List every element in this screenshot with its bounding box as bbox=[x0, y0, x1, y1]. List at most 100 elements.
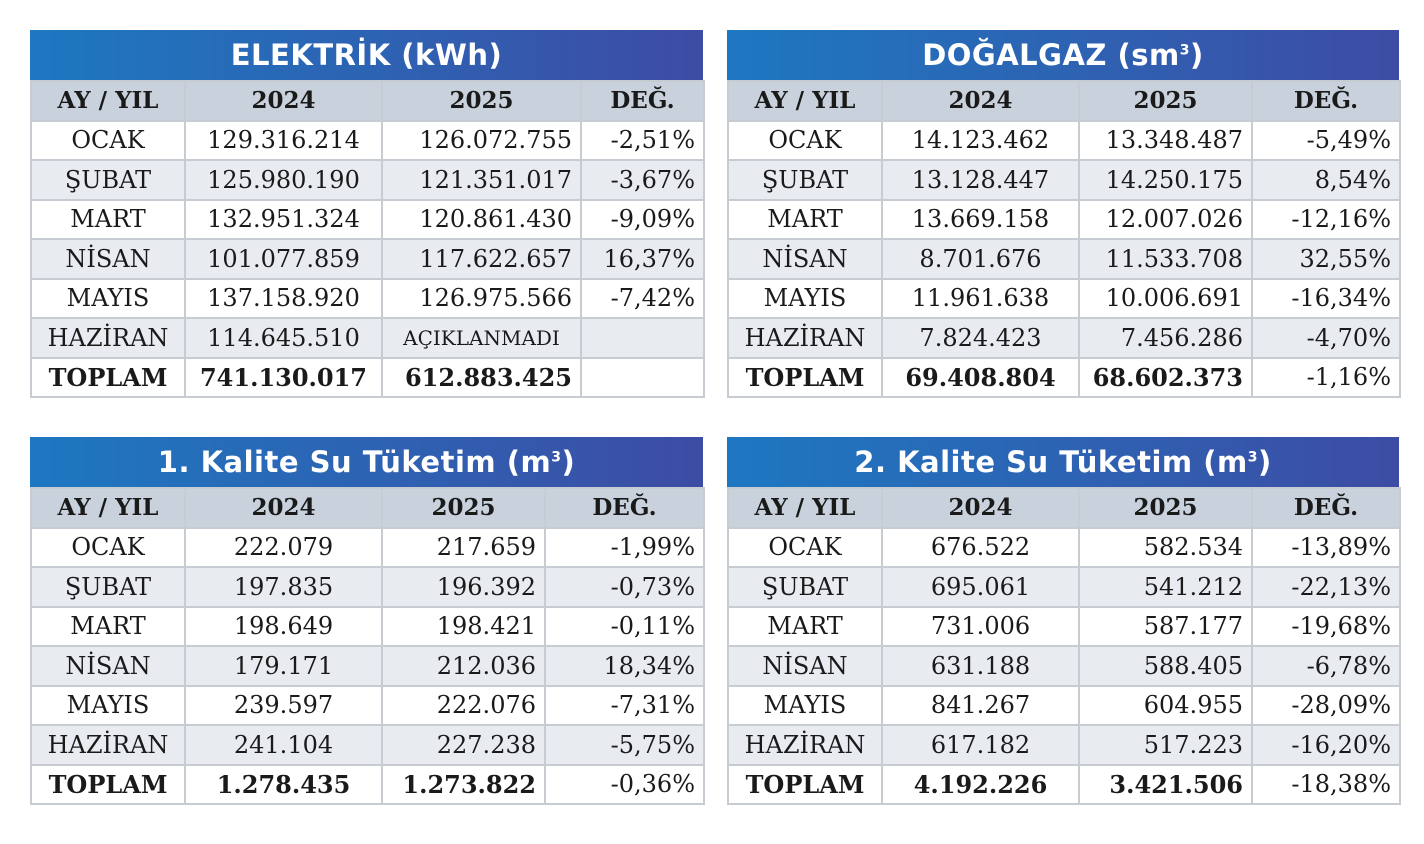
value-2024-cell: 11.961.638 bbox=[881, 277, 1080, 319]
value-2024-cell: 13.669.158 bbox=[881, 198, 1080, 240]
month-cell: HAZİRAN bbox=[30, 724, 186, 766]
month-cell: ŞUBAT bbox=[30, 566, 186, 608]
total-label-cell: TOPLAM bbox=[727, 356, 883, 398]
value-2024-cell: 129.316.214 bbox=[184, 119, 383, 161]
change-cell: -5,75% bbox=[544, 724, 705, 766]
col-header-2024: 2024 bbox=[184, 80, 383, 122]
natural-gas-title: DOĞALGAZ (sm3) bbox=[727, 30, 1399, 80]
total-row: TOPLAM 1.278.435 1.273.822 -0,36% bbox=[30, 763, 705, 805]
table-row: HAZİRAN 241.104 227.238 -5,75% bbox=[30, 724, 705, 766]
table-row: MAYIS 239.597 222.076 -7,31% bbox=[30, 684, 705, 726]
value-2025-cell: 196.392 bbox=[381, 566, 546, 608]
total-2024-cell: 69.408.804 bbox=[881, 356, 1080, 398]
total-2024-cell: 1.278.435 bbox=[184, 763, 383, 805]
electricity-table: ELEKTRİK (kWh) AY / YIL 2024 2025 DEĞ. O… bbox=[30, 30, 705, 398]
value-2025-cell: 588.405 bbox=[1078, 645, 1253, 687]
total-row: TOPLAM 69.408.804 68.602.373 -1,16% bbox=[727, 356, 1401, 398]
total-2024-cell: 741.130.017 bbox=[184, 356, 383, 398]
change-cell: 32,55% bbox=[1251, 238, 1401, 280]
value-2024-cell: 222.079 bbox=[184, 526, 383, 568]
value-2025-cell: 541.212 bbox=[1078, 566, 1253, 608]
table-row: ŞUBAT 197.835 196.392 -0,73% bbox=[30, 566, 705, 608]
water-quality-2-table: 2. Kalite Su Tüketim (m3) AY / YIL 2024 … bbox=[727, 437, 1401, 805]
value-2024-cell: 676.522 bbox=[881, 526, 1080, 568]
table-row: MART 13.669.158 12.007.026 -12,16% bbox=[727, 198, 1401, 240]
total-row: TOPLAM 741.130.017 612.883.425 bbox=[30, 356, 705, 398]
table-row: OCAK 676.522 582.534 -13,89% bbox=[727, 526, 1401, 568]
table-row: ŞUBAT 13.128.447 14.250.175 8,54% bbox=[727, 159, 1401, 201]
change-cell: -3,67% bbox=[580, 159, 705, 201]
total-label-cell: TOPLAM bbox=[30, 356, 186, 398]
table-row: MAYIS 11.961.638 10.006.691 -16,34% bbox=[727, 277, 1401, 319]
total-change-cell: -18,38% bbox=[1251, 763, 1401, 805]
month-cell: ŞUBAT bbox=[30, 159, 186, 201]
change-cell: -16,34% bbox=[1251, 277, 1401, 319]
water-quality-2-title: 2. Kalite Su Tüketim (m3) bbox=[727, 437, 1399, 487]
col-header-month: AY / YIL bbox=[727, 487, 883, 529]
value-2025-cell: 227.238 bbox=[381, 724, 546, 766]
table-row: NİSAN 179.171 212.036 18,34% bbox=[30, 645, 705, 687]
col-header-2025: 2025 bbox=[381, 487, 546, 529]
change-cell bbox=[580, 317, 705, 359]
natural-gas-table: DOĞALGAZ (sm3) AY / YIL 2024 2025 DEĞ. O… bbox=[727, 30, 1401, 398]
header-row: AY / YIL 2024 2025 DEĞ. bbox=[727, 80, 1401, 122]
month-cell: NİSAN bbox=[727, 238, 883, 280]
col-header-month: AY / YIL bbox=[30, 487, 186, 529]
value-2024-cell: 179.171 bbox=[184, 645, 383, 687]
superscript-3: 3 bbox=[1179, 42, 1191, 59]
table-row: HAZİRAN 617.182 517.223 -16,20% bbox=[727, 724, 1401, 766]
value-2025-cell: 7.456.286 bbox=[1078, 317, 1253, 359]
total-change-cell: -0,36% bbox=[544, 763, 705, 805]
month-cell: OCAK bbox=[727, 119, 883, 161]
col-header-2024: 2024 bbox=[881, 487, 1080, 529]
value-2024-cell: 617.182 bbox=[881, 724, 1080, 766]
value-2024-cell: 239.597 bbox=[184, 684, 383, 726]
superscript-3: 3 bbox=[551, 449, 562, 466]
change-cell: -7,31% bbox=[544, 684, 705, 726]
change-cell: -7,42% bbox=[580, 277, 705, 319]
month-cell: MART bbox=[727, 198, 883, 240]
value-2024-cell: 137.158.920 bbox=[184, 277, 383, 319]
value-2024-cell: 197.835 bbox=[184, 566, 383, 608]
value-2025-cell: 120.861.430 bbox=[381, 198, 582, 240]
month-cell: MAYIS bbox=[30, 684, 186, 726]
value-2025-cell: 222.076 bbox=[381, 684, 546, 726]
value-2025-cell: 604.955 bbox=[1078, 684, 1253, 726]
value-2025-cell: 126.975.566 bbox=[381, 277, 582, 319]
total-change-cell bbox=[580, 356, 705, 398]
value-2025-cell: 10.006.691 bbox=[1078, 277, 1253, 319]
total-2025-cell: 1.273.822 bbox=[381, 763, 546, 805]
month-cell: OCAK bbox=[30, 119, 186, 161]
month-cell: OCAK bbox=[30, 526, 186, 568]
natural-gas-grid: AY / YIL 2024 2025 DEĞ. OCAK 14.123.462 … bbox=[727, 80, 1401, 398]
value-2025-cell: 13.348.487 bbox=[1078, 119, 1253, 161]
change-cell: -12,16% bbox=[1251, 198, 1401, 240]
month-cell: HAZİRAN bbox=[30, 317, 186, 359]
month-cell: MART bbox=[30, 605, 186, 647]
header-row: AY / YIL 2024 2025 DEĞ. bbox=[30, 487, 705, 529]
title-close-paren: ) bbox=[561, 445, 576, 479]
value-2024-cell: 101.077.859 bbox=[184, 238, 383, 280]
water-quality-1-grid: AY / YIL 2024 2025 DEĞ. OCAK 222.079 217… bbox=[30, 487, 705, 805]
table-row: ŞUBAT 125.980.190 121.351.017 -3,67% bbox=[30, 159, 705, 201]
water-quality-2-title-text: 2. Kalite Su Tüketim (m bbox=[854, 445, 1248, 479]
value-2024-cell: 7.824.423 bbox=[881, 317, 1080, 359]
total-2024-cell: 4.192.226 bbox=[881, 763, 1080, 805]
month-cell: ŞUBAT bbox=[727, 566, 883, 608]
value-2025-cell: 12.007.026 bbox=[1078, 198, 1253, 240]
value-2025-cell: AÇIKLANMADI bbox=[381, 317, 582, 359]
value-2024-cell: 125.980.190 bbox=[184, 159, 383, 201]
table-row: ŞUBAT 695.061 541.212 -22,13% bbox=[727, 566, 1401, 608]
col-header-change: DEĞ. bbox=[544, 487, 705, 529]
col-header-2024: 2024 bbox=[184, 487, 383, 529]
table-row: NİSAN 8.701.676 11.533.708 32,55% bbox=[727, 238, 1401, 280]
month-cell: NİSAN bbox=[30, 645, 186, 687]
table-row: MART 198.649 198.421 -0,11% bbox=[30, 605, 705, 647]
electricity-title-text: ELEKTRİK (kWh) bbox=[230, 38, 503, 72]
table-row: MAYIS 841.267 604.955 -28,09% bbox=[727, 684, 1401, 726]
table-row: OCAK 222.079 217.659 -1,99% bbox=[30, 526, 705, 568]
value-2024-cell: 695.061 bbox=[881, 566, 1080, 608]
value-2024-cell: 132.951.324 bbox=[184, 198, 383, 240]
month-cell: HAZİRAN bbox=[727, 724, 883, 766]
change-cell: -5,49% bbox=[1251, 119, 1401, 161]
